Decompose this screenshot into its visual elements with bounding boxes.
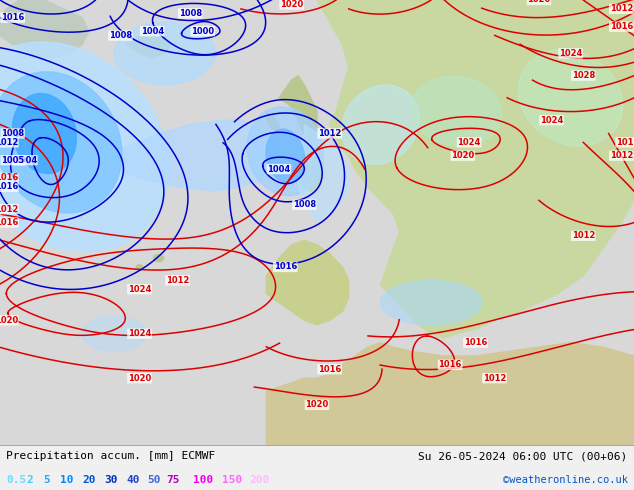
Text: 1016: 1016	[0, 218, 18, 227]
Text: 1004: 1004	[268, 165, 290, 173]
Circle shape	[153, 254, 164, 262]
Text: ©weatheronline.co.uk: ©weatheronline.co.uk	[503, 475, 628, 485]
Text: 1000: 1000	[191, 26, 214, 36]
Text: 1012: 1012	[610, 151, 633, 160]
Text: 1020: 1020	[306, 400, 328, 409]
Text: 1016: 1016	[464, 338, 487, 347]
Text: 20: 20	[82, 475, 96, 485]
Polygon shape	[317, 0, 634, 338]
Polygon shape	[13, 94, 76, 173]
Polygon shape	[114, 22, 216, 85]
Text: 1016: 1016	[274, 263, 297, 271]
Text: 1024: 1024	[559, 49, 582, 58]
Text: 1012: 1012	[318, 129, 341, 138]
Text: 1012: 1012	[166, 276, 189, 285]
Text: Su 26-05-2024 06:00 UTC (00+06): Su 26-05-2024 06:00 UTC (00+06)	[418, 451, 628, 461]
Text: 10: 10	[60, 475, 74, 485]
Polygon shape	[266, 343, 634, 445]
Text: 1020: 1020	[280, 0, 303, 9]
Text: 1008: 1008	[293, 200, 316, 209]
Text: 1005: 1005	[1, 156, 24, 165]
Polygon shape	[82, 316, 146, 351]
Text: 0.5: 0.5	[6, 475, 27, 485]
Text: 1024: 1024	[128, 285, 151, 294]
Text: 1020: 1020	[0, 316, 18, 325]
Text: 100: 100	[193, 475, 214, 485]
Text: 1004: 1004	[14, 156, 37, 165]
Polygon shape	[266, 129, 304, 182]
Text: 1016: 1016	[0, 182, 18, 192]
Text: 1024: 1024	[458, 138, 481, 147]
Text: 1020: 1020	[128, 374, 151, 383]
Polygon shape	[0, 72, 122, 213]
Polygon shape	[0, 42, 169, 251]
Text: 1012: 1012	[0, 138, 18, 147]
Polygon shape	[411, 76, 501, 147]
Text: 30: 30	[105, 475, 118, 485]
Polygon shape	[317, 0, 634, 124]
Text: 1020: 1020	[527, 0, 550, 4]
Polygon shape	[0, 0, 89, 58]
Polygon shape	[127, 31, 171, 58]
Text: 2: 2	[27, 475, 34, 485]
Text: 1016: 1016	[1, 13, 24, 23]
Text: 1016: 1016	[0, 173, 18, 182]
Text: 1012: 1012	[0, 205, 18, 214]
Text: 75: 75	[167, 475, 180, 485]
Text: 1028: 1028	[572, 71, 595, 80]
Polygon shape	[247, 107, 323, 196]
Text: 1024: 1024	[128, 329, 151, 338]
Text: 1016: 1016	[318, 365, 341, 374]
Text: 1004: 1004	[141, 26, 164, 36]
Polygon shape	[380, 280, 482, 325]
Polygon shape	[355, 0, 463, 196]
Text: 1024: 1024	[540, 116, 563, 124]
Text: 50: 50	[147, 475, 160, 485]
Text: 1008: 1008	[1, 129, 24, 138]
Text: 1008: 1008	[109, 31, 132, 40]
Text: Precipitation accum. [mm] ECMWF: Precipitation accum. [mm] ECMWF	[6, 451, 216, 461]
Text: 1012: 1012	[610, 4, 633, 13]
Text: 1016: 1016	[610, 22, 633, 31]
Text: 1012: 1012	[483, 374, 506, 383]
Polygon shape	[114, 120, 279, 191]
Text: 40: 40	[127, 475, 140, 485]
Polygon shape	[431, 0, 634, 75]
Polygon shape	[342, 85, 419, 164]
Text: 1016: 1016	[616, 138, 634, 147]
Text: 150: 150	[222, 475, 242, 485]
Polygon shape	[298, 124, 349, 222]
Text: 1016: 1016	[439, 360, 462, 369]
Text: 1020: 1020	[451, 151, 474, 160]
Polygon shape	[519, 49, 623, 146]
Text: 1012: 1012	[572, 231, 595, 240]
Circle shape	[136, 265, 143, 269]
Text: 200: 200	[249, 475, 269, 485]
Text: 1008: 1008	[179, 9, 202, 18]
Polygon shape	[355, 102, 374, 124]
Text: 5: 5	[43, 475, 50, 485]
Polygon shape	[279, 75, 323, 191]
Polygon shape	[266, 240, 349, 325]
Polygon shape	[266, 111, 279, 133]
